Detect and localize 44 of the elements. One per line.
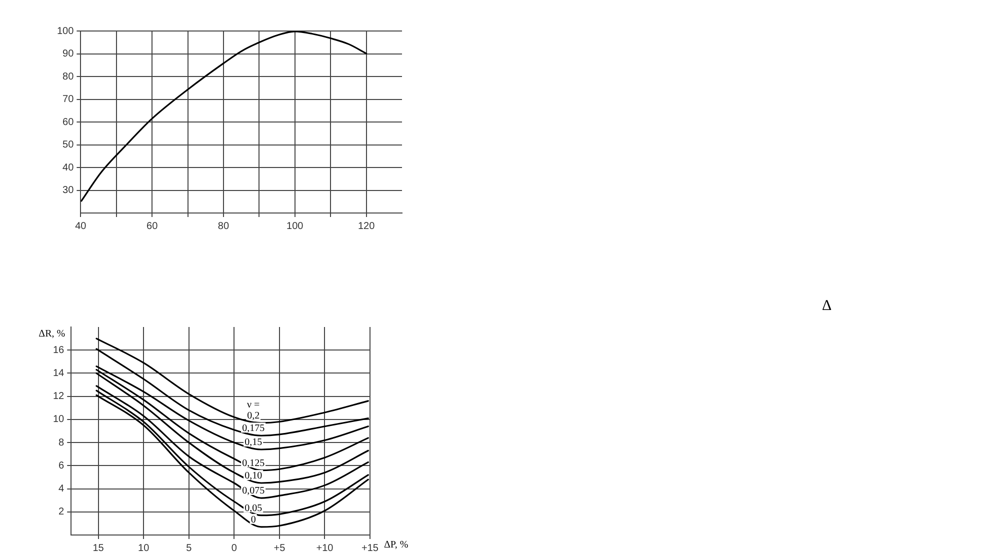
y-axis-title: ΔR, %: [38, 328, 66, 340]
y-tick-label: 6: [58, 460, 65, 472]
series-label: 0,175: [242, 423, 265, 434]
y-tick-label: 50: [62, 140, 74, 150]
y-tick-label: 14: [53, 368, 65, 379]
series-label: 0,10: [244, 470, 262, 482]
y-tick-label: 80: [62, 71, 74, 82]
y-tick-label: 10: [53, 414, 65, 426]
x-tick-label: 5: [186, 542, 192, 554]
series-label: 0: [250, 514, 256, 526]
x-tick-label: 0: [231, 542, 238, 554]
y-tick-label: 4: [58, 484, 65, 495]
x-tick-label: +10: [316, 542, 334, 554]
line-series: [96, 348, 369, 436]
x-tick-label: 60: [146, 220, 158, 232]
line-series: [96, 338, 369, 424]
y-tick-label: 90: [62, 48, 74, 60]
line-series: [80, 31, 368, 202]
series-label: 0,125: [242, 458, 265, 469]
text: Δ: [822, 298, 832, 315]
x-tick-label: 120: [358, 220, 376, 232]
y-tick-label: 40: [62, 162, 74, 174]
x-axis-title: ΔP, %: [384, 540, 408, 551]
y-tick-label: 12: [53, 391, 65, 402]
y-tick-label: 60: [62, 116, 74, 128]
x-tick-label: 10: [138, 542, 150, 554]
series-label: 0,15: [244, 437, 262, 448]
x-tick-label: +5: [274, 542, 286, 554]
series-label: 0,075: [242, 486, 265, 497]
y-tick-label: 16: [53, 344, 65, 356]
x-tick-label: 40: [75, 220, 87, 232]
y-tick-label: 2: [58, 506, 65, 518]
y-tick-label: 8: [58, 437, 65, 448]
x-tick-label: 100: [286, 220, 304, 232]
x-tick-label: 80: [218, 220, 230, 232]
x-tick-label: 15: [92, 542, 104, 554]
y-tick-label: 70: [62, 94, 74, 105]
series-label: 0,2: [247, 410, 260, 422]
legend-title: ν =: [246, 400, 260, 411]
y-tick-label: 30: [62, 185, 74, 196]
y-tick-label: 100: [56, 26, 74, 37]
line-series: [96, 385, 369, 499]
series-label: 0,05: [244, 502, 262, 514]
x-tick-label: +15: [362, 542, 379, 554]
